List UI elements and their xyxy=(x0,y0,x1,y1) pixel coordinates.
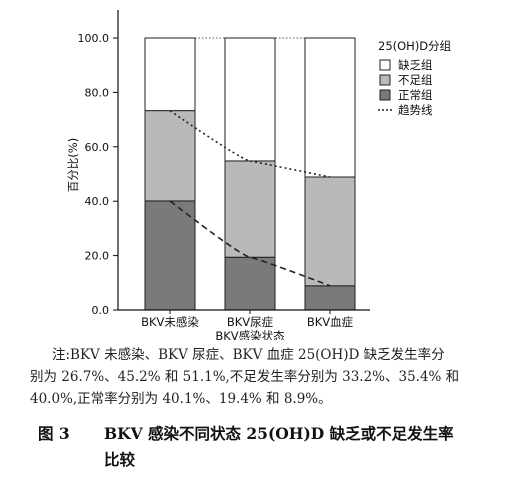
x-tick-label: BKV感染状态 xyxy=(215,329,285,340)
legend-label: 不足组 xyxy=(398,73,433,87)
note-line-2: 别为 26.7%、45.2% 和 51.1%,不足发生率分别为 33.2%、35… xyxy=(30,369,460,385)
note-line-3: 40.0%,正常率分别为 40.1%、19.4% 和 8.9%。 xyxy=(30,391,332,407)
bar-segment-1-1 xyxy=(144,200,196,311)
bar-segment-1-2 xyxy=(144,110,196,202)
x-tick-label: BKV未感染 xyxy=(141,315,199,329)
legend-label: 缺乏组 xyxy=(398,58,433,72)
bar-segment-3-2 xyxy=(304,176,356,287)
legend-swatch xyxy=(379,59,391,71)
legend-swatch xyxy=(379,74,391,86)
y-tick-label: 60.0 xyxy=(85,141,110,154)
bar-segment-3-1 xyxy=(304,285,356,311)
bar-segment-2-1 xyxy=(224,256,276,311)
legend-label: 正常组 xyxy=(398,88,433,102)
x-tick-label: BKV尿症 xyxy=(227,315,274,329)
legend-swatch xyxy=(379,89,391,101)
bar-segment-3-3 xyxy=(304,37,356,178)
figure-caption: 图 3 BKV 感染不同状态 25(OH)D 缺乏或不足发生率 比较 xyxy=(38,421,508,473)
bar-segment-2-2 xyxy=(224,160,276,258)
y-tick-label: 80.0 xyxy=(85,86,110,99)
y-axis-label: 百分比(%) xyxy=(66,138,80,192)
figure-number: 图 3 xyxy=(38,424,70,443)
caption-line-2: 比较 xyxy=(104,450,136,469)
y-tick-label: 40.0 xyxy=(85,195,110,208)
bar-segment-1-3 xyxy=(144,37,196,112)
legend-title: 25(OH)D分组 xyxy=(378,39,452,53)
figure-note: 注:BKV 未感染、BKV 尿症、BKV 血症 25(OH)D 缺乏发生率分 别… xyxy=(30,344,502,410)
legend-trend-label: 趋势线 xyxy=(398,103,433,117)
note-line-1: 注:BKV 未感染、BKV 尿症、BKV 血症 25(OH)D 缺乏发生率分 xyxy=(52,347,445,363)
y-tick-label: 100.0 xyxy=(78,32,110,45)
y-tick-label: 0.0 xyxy=(92,304,110,317)
trend-line-normal xyxy=(169,200,331,287)
bar-segment-2-3 xyxy=(224,37,276,162)
y-tick-label: 20.0 xyxy=(85,250,110,263)
x-tick-label: BKV血症 xyxy=(307,315,354,329)
caption-line-1: BKV 感染不同状态 25(OH)D 缺乏或不足发生率 xyxy=(104,424,454,443)
stacked-bar-chart: 0.0 20.0 40.0 60.0 80.0 100.0 BKV未感染 BKV尿症BKV感染… xyxy=(66,10,452,340)
